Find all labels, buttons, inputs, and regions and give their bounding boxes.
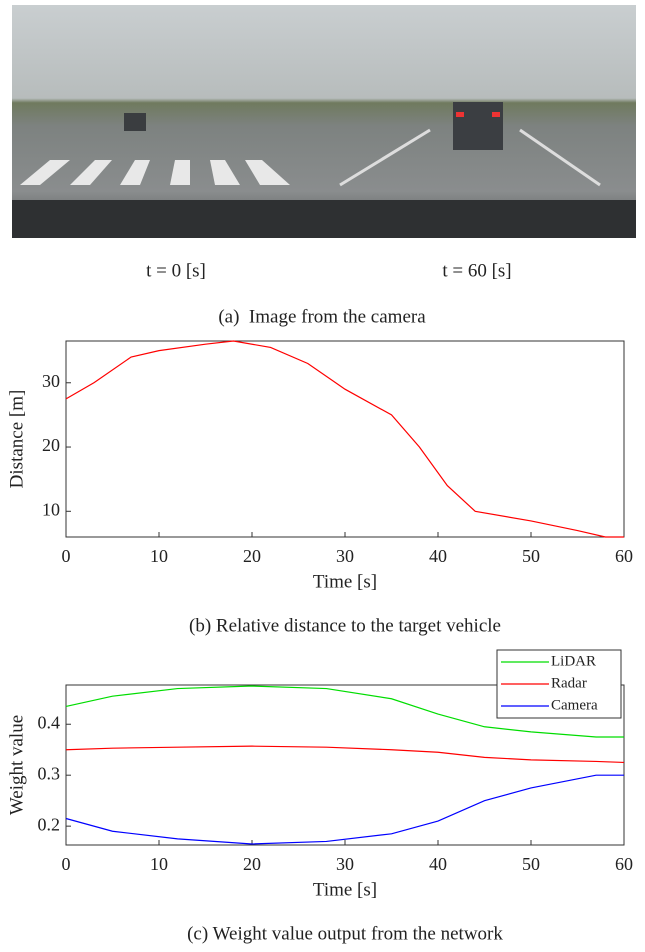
caption: (a) Image from the camera xyxy=(218,306,426,327)
caption: (c) Weight value output from the network xyxy=(187,923,503,944)
x-tick-label: 60 xyxy=(615,854,633,874)
y-tick-label: 20 xyxy=(42,435,60,455)
plot-frame xyxy=(65,340,625,538)
x-tick-label: 30 xyxy=(336,546,354,566)
x-tick-label: 0 xyxy=(62,854,71,874)
data-line xyxy=(65,685,624,738)
y-tick-label: 0.2 xyxy=(38,814,61,834)
data-line xyxy=(65,340,624,538)
x-tick-label: 0 xyxy=(62,546,71,566)
y-axis-label: Distance [m] xyxy=(6,390,27,489)
x-tick-label: 10 xyxy=(150,854,168,874)
caption: (b) Relative distance to the target vehi… xyxy=(189,615,501,636)
x-tick-label: 40 xyxy=(429,546,447,566)
x-tick-label: 60 xyxy=(615,546,633,566)
y-tick-label: 0.3 xyxy=(38,763,61,783)
x-tick-label: 10 xyxy=(150,546,168,566)
data-line xyxy=(65,745,625,764)
x-tick-label: 30 xyxy=(336,854,354,874)
y-axis-label: Weight value xyxy=(6,715,27,815)
photo-right xyxy=(323,5,636,238)
y-tick-label: 10 xyxy=(42,499,60,519)
legend-label: LiDAR xyxy=(551,653,596,669)
x-tick-label: 40 xyxy=(429,854,447,874)
y-tick-label: 0.4 xyxy=(38,712,61,732)
x-axis-label: Time [s] xyxy=(313,879,377,900)
x-tick-label: 20 xyxy=(243,854,261,874)
image-label: t = 60 [s] xyxy=(442,260,511,281)
image-label: t = 0 [s] xyxy=(146,260,206,281)
y-tick-label: 30 xyxy=(42,371,60,391)
data-line xyxy=(65,774,624,845)
photo-left xyxy=(12,5,323,238)
legend-label: Radar xyxy=(551,675,587,691)
x-tick-label: 50 xyxy=(522,546,540,566)
x-tick-label: 50 xyxy=(522,854,540,874)
x-tick-label: 20 xyxy=(243,546,261,566)
legend-label: Camera xyxy=(551,697,598,713)
x-axis-label: Time [s] xyxy=(313,571,377,592)
